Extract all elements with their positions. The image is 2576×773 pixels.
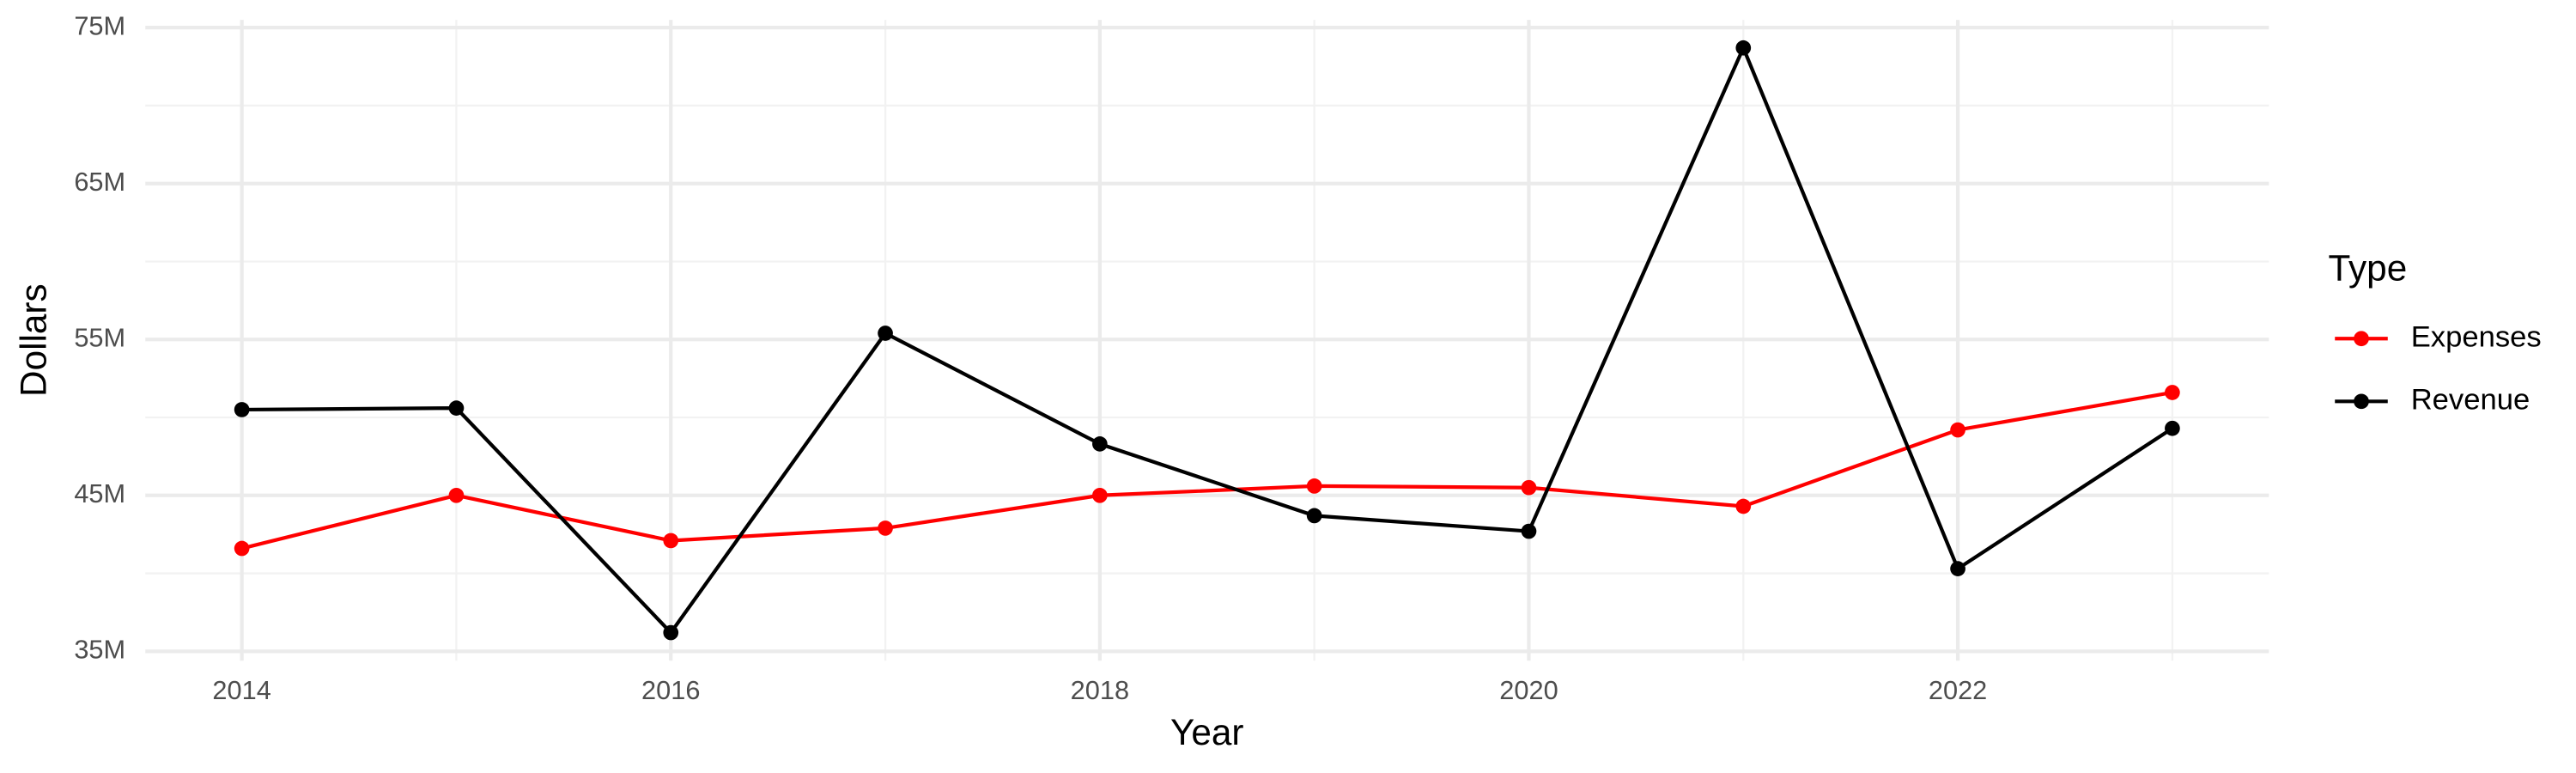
data-point <box>2165 420 2180 436</box>
legend-label: Revenue <box>2411 383 2530 416</box>
data-point <box>2165 385 2180 400</box>
y-tick-label: 65M <box>74 167 125 197</box>
legend-marker <box>2354 393 2369 410</box>
data-point <box>1092 436 1108 452</box>
data-point <box>663 533 679 549</box>
series-line <box>241 43 2174 636</box>
data-point <box>1092 487 1108 503</box>
data-point <box>448 487 465 503</box>
data-point <box>1735 498 1752 514</box>
data-point <box>878 520 893 536</box>
data-point <box>234 540 250 557</box>
y-tick-label: 55M <box>74 322 125 352</box>
legend-marker <box>2354 331 2369 347</box>
y-tick-label: 35M <box>74 634 125 664</box>
data-point <box>448 400 465 416</box>
data-point <box>1735 40 1752 56</box>
data-point <box>1306 478 1322 494</box>
data-point <box>663 624 679 641</box>
data-point <box>878 326 893 341</box>
legend-label: Expenses <box>2411 320 2542 353</box>
data-point <box>1950 561 1965 576</box>
y-axis-title: Dollars <box>13 283 53 397</box>
y-tick-label: 75M <box>74 10 125 40</box>
data-point <box>1521 479 1537 496</box>
legend-title: Type <box>2329 248 2408 289</box>
y-tick-label: 45M <box>74 478 125 508</box>
x-tick-label: 2014 <box>212 675 270 705</box>
x-axis-title: Year <box>1170 712 1243 752</box>
data-point <box>1306 508 1322 524</box>
x-tick-label: 2020 <box>1499 675 1558 705</box>
data-point <box>234 402 250 417</box>
series-line <box>241 390 2173 551</box>
x-tick-label: 2022 <box>1929 675 1987 705</box>
data-point <box>1521 523 1537 539</box>
x-tick-label: 2016 <box>641 675 700 705</box>
data-point <box>1950 422 1965 438</box>
x-tick-label: 2018 <box>1071 675 1129 705</box>
